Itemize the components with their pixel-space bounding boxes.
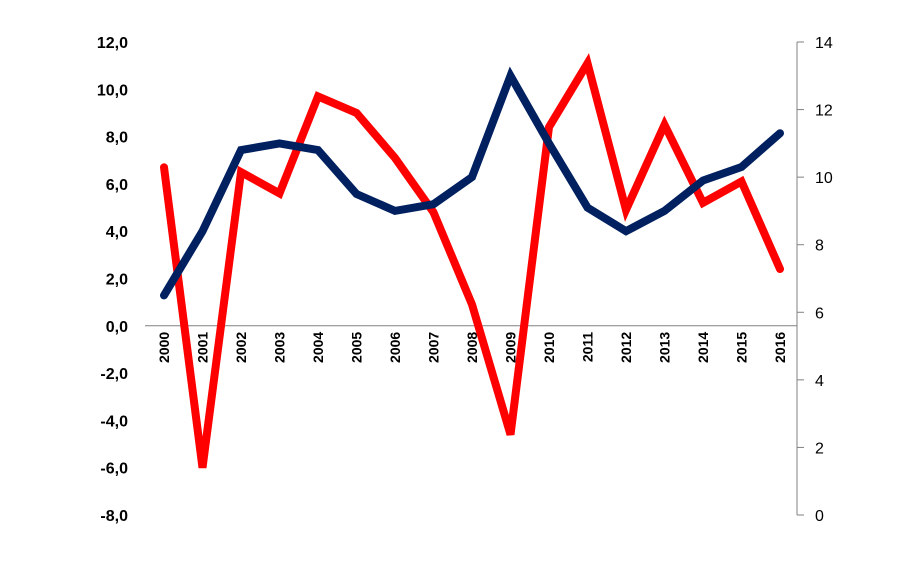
left-tick-label: -8,0 — [100, 508, 128, 525]
x-tick-label: 2013 — [657, 332, 673, 363]
x-axis-ticks: 2000 2001 2002 2003 2004 2005 2006 2007 2008 2009… — [156, 332, 788, 363]
right-tick-label: 6 — [815, 305, 824, 322]
left-tick-label: -6,0 — [100, 461, 128, 478]
right-tick-label: 4 — [815, 373, 824, 390]
left-tick-label: 4,0 — [106, 224, 128, 241]
x-tick-label: 2015 — [734, 332, 750, 363]
x-tick-label: 2006 — [387, 332, 403, 363]
series-line-left-axis — [160, 53, 784, 469]
x-tick-label: 2002 — [233, 332, 249, 363]
series-line-right-axis — [160, 66, 784, 300]
x-tick-label: 2008 — [464, 332, 480, 363]
axes — [145, 42, 798, 515]
x-tick-label: 2010 — [541, 332, 557, 363]
left-axis-ticks: -8,0 -6,0 -4,0 -2,0 0,0 2,0 4,0 6,0 8,0 10,0 12,0 — [97, 35, 128, 525]
right-tick-label: 0 — [815, 508, 824, 525]
x-tick-label: 2007 — [426, 332, 442, 363]
x-tick-label: 2004 — [310, 332, 326, 363]
right-tick-label: 10 — [815, 170, 833, 187]
x-tick-label: 2012 — [618, 332, 634, 363]
left-tick-label: 6,0 — [106, 177, 128, 194]
left-tick-label: 2,0 — [106, 272, 128, 289]
left-tick-label: 8,0 — [106, 130, 128, 147]
right-axis-ticks: 0 2 4 6 8 10 12 14 — [797, 35, 833, 525]
x-tick-label: 2009 — [503, 332, 519, 363]
left-tick-label: -4,0 — [100, 413, 128, 430]
x-tick-label: 2003 — [272, 332, 288, 363]
x-tick-label: 2005 — [349, 332, 365, 363]
left-tick-label: 12,0 — [97, 35, 128, 52]
x-tick-label: 2011 — [580, 332, 596, 363]
series-lines — [160, 53, 784, 469]
left-tick-label: -2,0 — [100, 366, 128, 383]
left-tick-label: 10,0 — [97, 82, 128, 99]
right-tick-label: 12 — [815, 103, 833, 120]
right-tick-label: 2 — [815, 440, 824, 457]
x-tick-label: 2016 — [772, 332, 788, 363]
left-tick-label: 0,0 — [106, 319, 128, 336]
right-tick-label: 14 — [815, 35, 833, 52]
x-tick-label: 2014 — [695, 332, 711, 363]
x-tick-label: 2000 — [156, 332, 172, 363]
x-tick-label: 2001 — [195, 332, 211, 363]
right-tick-label: 8 — [815, 238, 824, 255]
